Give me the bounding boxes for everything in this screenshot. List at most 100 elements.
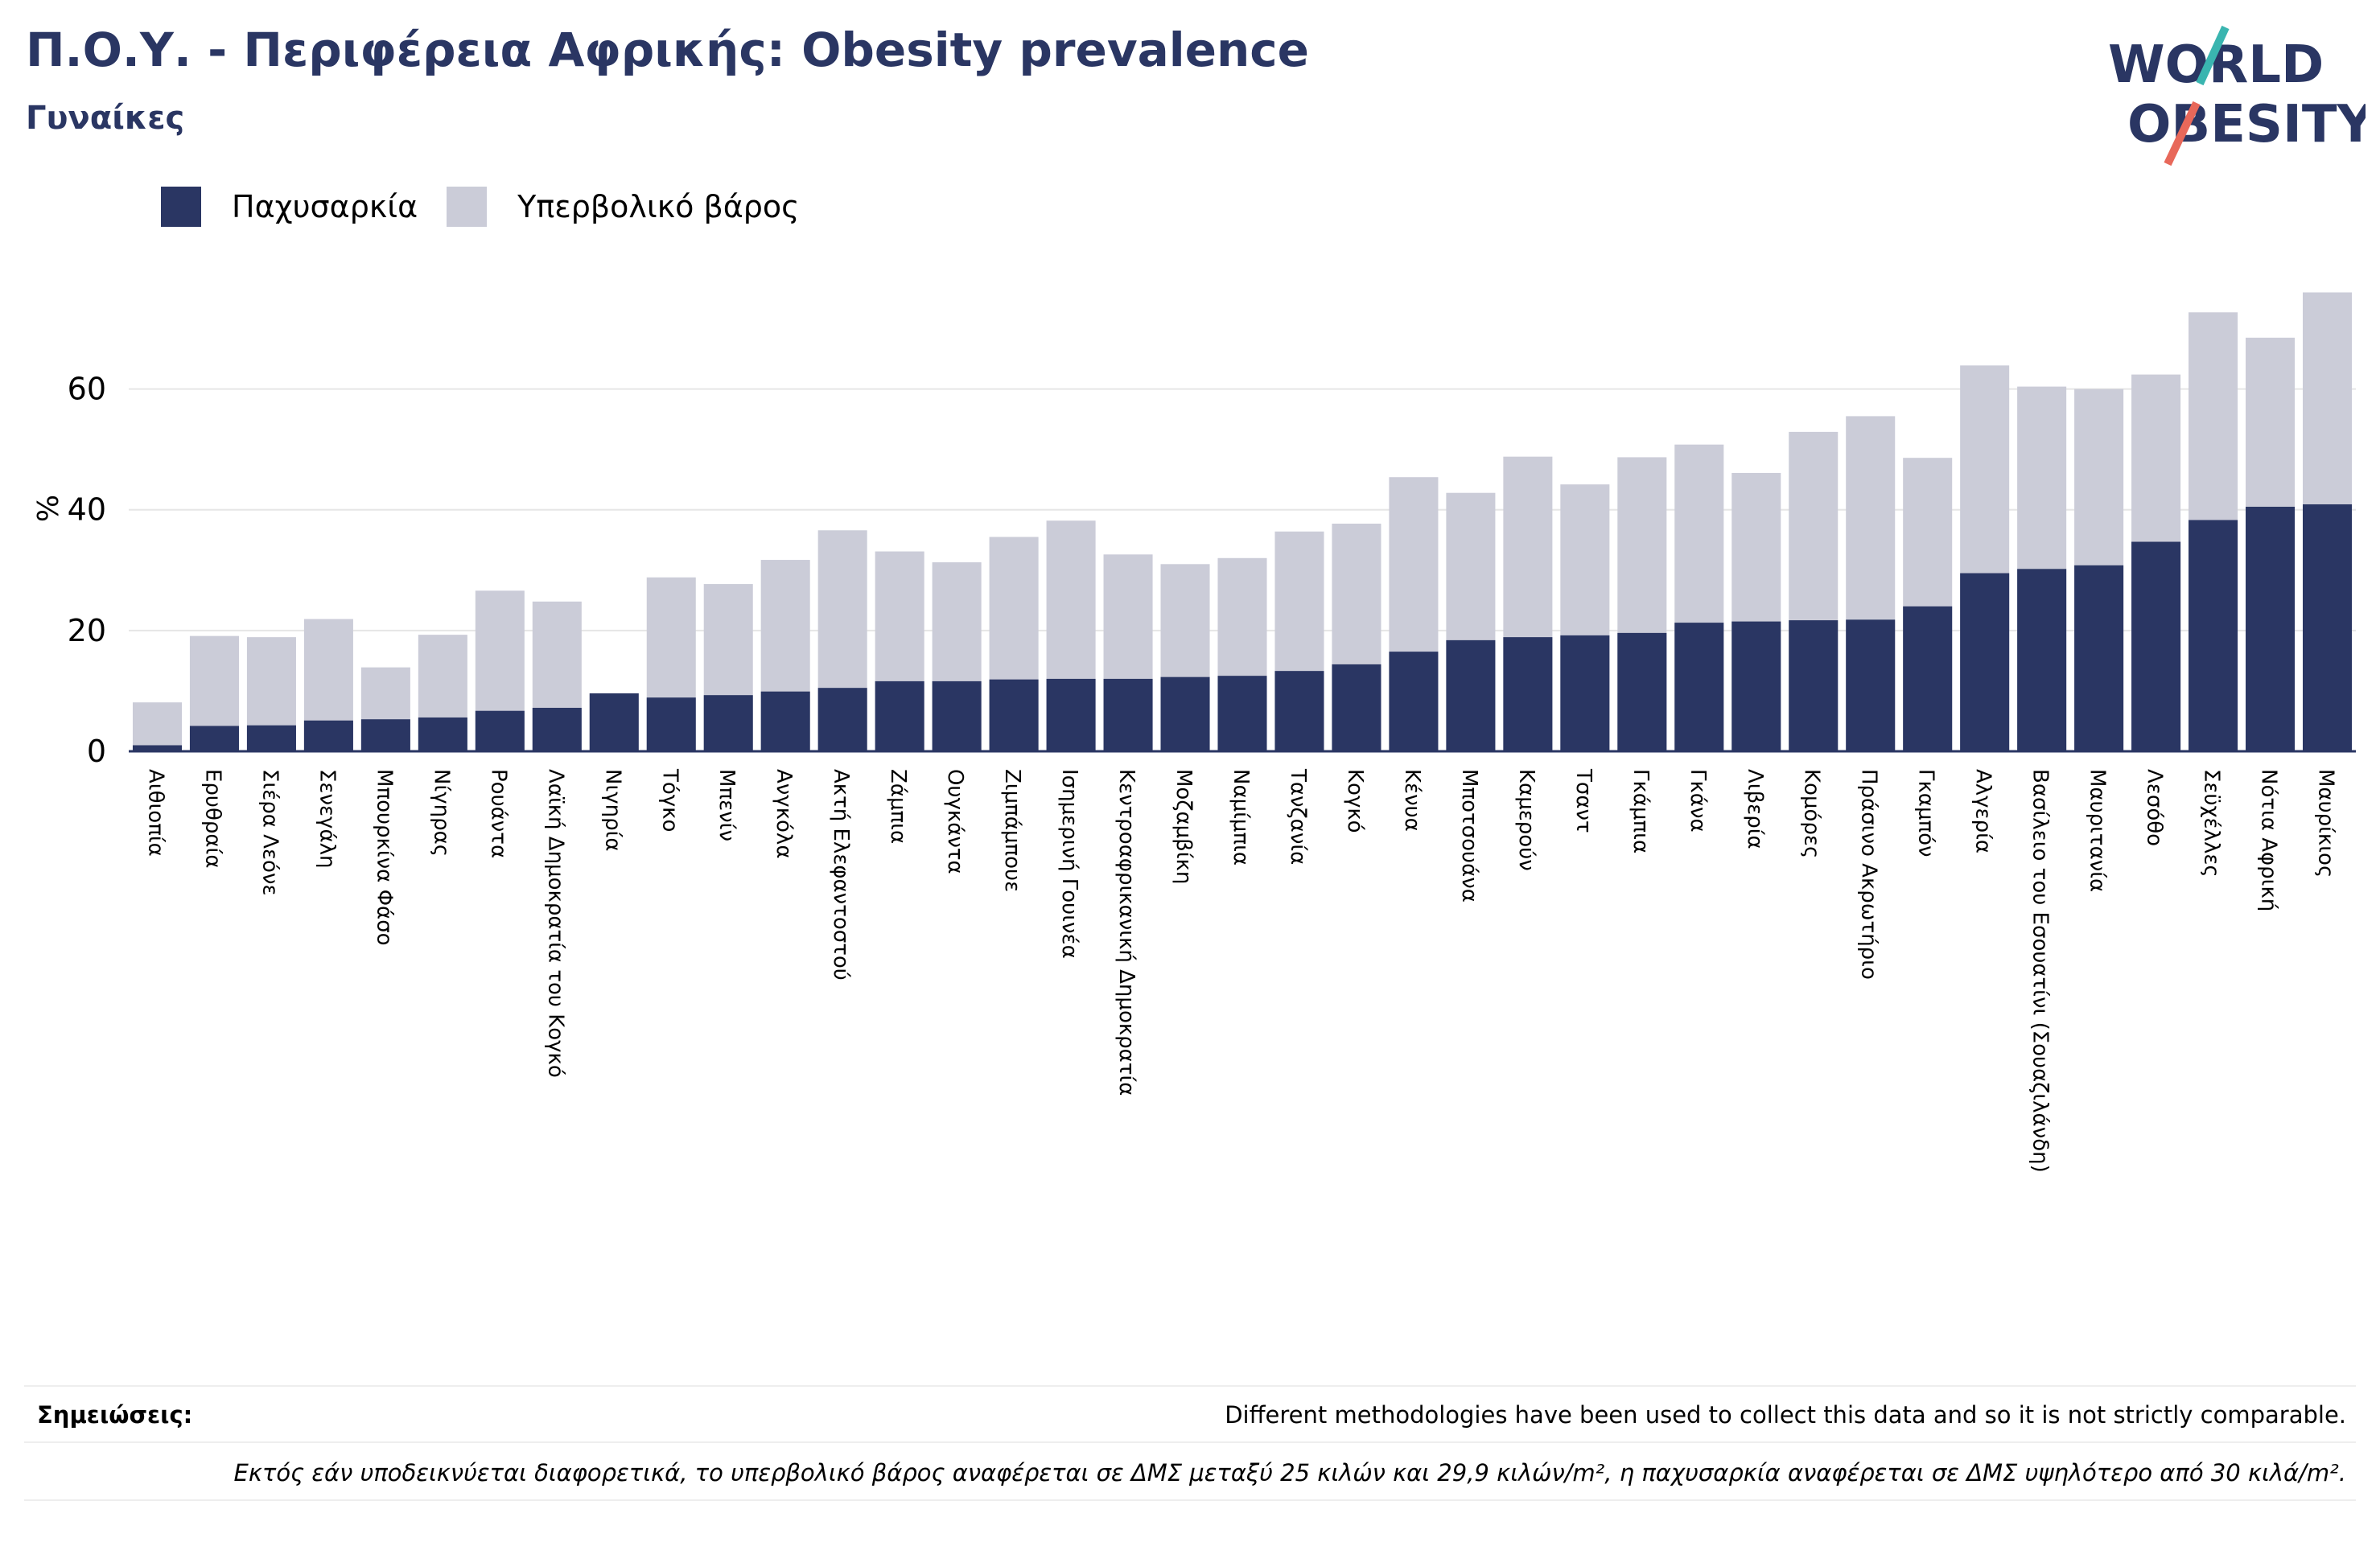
x-tick-label: Νιγηρία <box>600 769 624 852</box>
legend-item-obesity: Παχυσαρκία <box>161 187 418 227</box>
x-tick-label: Ρουάντα <box>486 769 510 858</box>
bar-obesity <box>1674 623 1724 751</box>
x-tick-label: Ζάμπια <box>886 769 910 844</box>
x-tick-label: Κεντροαφρικανική Δημοκρατία <box>1114 769 1139 1096</box>
bar-obesity <box>760 691 810 751</box>
x-tick-label: Πράσινο Ακρωτήριο <box>1857 769 1881 980</box>
bar-obesity <box>1274 671 1324 751</box>
bar-obesity <box>475 710 525 751</box>
notes-divider-bottom <box>24 1499 2356 1501</box>
x-tick-label: Κογκό <box>1343 769 1367 833</box>
bar-obesity <box>646 697 696 751</box>
bar-obesity <box>1503 637 1553 751</box>
bar-obesity <box>817 688 867 751</box>
bar-overweight <box>132 702 183 751</box>
bar-obesity <box>932 681 982 751</box>
x-tick-label: Αλγερία <box>1971 769 1995 853</box>
x-tick-label: Ισημερινή Γουινέα <box>1057 769 1081 959</box>
bar-obesity <box>1160 676 1210 751</box>
x-tick-label: Μπενίν <box>714 769 739 841</box>
x-tick-label: Μαυρίκιος <box>2314 769 2338 878</box>
bar-obesity <box>2189 520 2238 751</box>
bar-obesity <box>2246 506 2296 751</box>
notes-label: Σημειώσεις: <box>37 1401 193 1429</box>
x-tick-label: Νότια Αφρική <box>2257 769 2281 911</box>
x-tick-label: Γκάμπια <box>1629 769 1653 853</box>
x-tick-label: Κένυα <box>1400 769 1424 832</box>
chart-legend: Παχυσαρκία Υπερβολικό βάρος <box>161 187 828 227</box>
bar-obesity <box>2017 569 2067 751</box>
world-obesity-logo: WORLD OBESITY <box>2108 25 2366 167</box>
bar-obesity <box>703 695 753 751</box>
bar-obesity <box>1332 664 1381 751</box>
bar-obesity <box>2131 541 2181 751</box>
legend-label-overweight: Υπερβολικό βάρος <box>517 189 800 224</box>
x-tick-label: Λιβερία <box>1743 769 1767 849</box>
x-tick-label: Λεσόθο <box>2143 769 2167 846</box>
legend-swatch-overweight <box>447 187 488 227</box>
page-subtitle: Γυναίκες <box>26 100 185 137</box>
bar-obesity <box>875 681 924 751</box>
x-tick-label: Μποτσουάνα <box>1457 769 1481 903</box>
logo-slash-red <box>2164 101 2201 167</box>
x-tick-label: Κομόρες <box>1800 769 1824 858</box>
y-tick-label: 60 <box>68 372 106 407</box>
bar-obesity <box>1617 632 1667 751</box>
x-tick-label: Σενεγάλη <box>315 769 339 868</box>
bar-obesity <box>1046 678 1096 751</box>
y-tick-label: 40 <box>68 492 106 528</box>
x-tick-label: Μοζαμβίκη <box>1171 769 1196 884</box>
bar-obesity <box>589 693 639 751</box>
x-tick-label: Μαυριτανία <box>2086 769 2110 892</box>
bar-obesity <box>2074 565 2124 751</box>
x-tick-label: Τόγκο <box>657 768 681 832</box>
bar-obesity <box>132 745 183 751</box>
y-axis-label: % <box>32 495 65 522</box>
x-tick-label: Γκαμπόν <box>1914 769 1938 857</box>
logo-line-2: OBESITY <box>2127 95 2366 154</box>
legend-label-obesity: Παχυσαρκία <box>232 189 418 224</box>
bar-obesity <box>246 725 296 751</box>
bar-obesity <box>1960 573 2010 751</box>
bar-obesity <box>1446 639 1496 751</box>
x-tick-label: Ακτή Ελεφαντοστού <box>829 769 853 981</box>
bar-obesity <box>1789 620 1839 751</box>
notes-divider-middle <box>24 1441 2356 1443</box>
x-tick-label: Ανγκόλα <box>772 769 796 858</box>
legend-item-overweight: Υπερβολικό βάρος <box>447 187 799 227</box>
legend-swatch-obesity <box>161 187 201 227</box>
bar-obesity <box>189 726 239 751</box>
x-tick-label: Τανζανία <box>1286 768 1310 865</box>
bar-obesity <box>1560 635 1610 751</box>
bar-obesity <box>1731 621 1781 751</box>
notes-divider-top <box>24 1385 2356 1387</box>
bar-obesity <box>360 719 410 751</box>
bar-obesity <box>989 679 1039 751</box>
notes-text: Different methodologies have been used t… <box>1225 1401 2346 1429</box>
logo-slash-teal <box>2196 25 2230 86</box>
bar-obesity <box>2302 504 2353 751</box>
y-tick-label: 0 <box>87 734 106 769</box>
notes-footer: Εκτός εάν υποδεικνύεται διαφορετικά, το … <box>233 1459 2347 1486</box>
x-tick-label: Βασίλειο του Εσουατίνι (Σουαζιλάνδη) <box>2028 769 2053 1173</box>
x-tick-label: Γκάνα <box>1686 769 1710 833</box>
x-tick-label: Μπουρκίνα Φάσο <box>372 769 396 946</box>
bar-obesity <box>532 707 582 751</box>
bar-obesity <box>303 720 353 751</box>
x-tick-label: Ουγκάντα <box>943 769 967 874</box>
x-tick-label: Αιθιοπία <box>143 769 167 857</box>
x-tick-label: Σεϋχέλλες <box>2200 769 2224 878</box>
x-tick-label: Ζιμπάμπουε <box>1000 769 1024 892</box>
bar-obesity <box>1846 619 1896 751</box>
bar-obesity <box>1103 678 1153 751</box>
bar-obesity <box>1903 606 1953 751</box>
x-tick-label: Λαϊκή Δημοκρατία του Κογκό <box>543 769 567 1078</box>
x-tick-label: Ερυθραία <box>200 769 224 868</box>
page-title: Π.Ο.Υ. - Περιφέρεια Αφρικής: Obesity pre… <box>26 23 1309 77</box>
bar-obesity <box>418 717 467 751</box>
bar-chart: 0 20 40 60% Αιθιοπία Ερυθραία Σιέρα Λεόνε Σενεγ… <box>32 292 2356 1173</box>
x-tick-label: Ναμίμπια <box>1229 769 1253 866</box>
x-tick-label: Τσαντ <box>1571 768 1596 833</box>
bar-obesity <box>1217 676 1267 751</box>
x-tick-label: Σιέρα Λεόνε <box>257 769 282 896</box>
